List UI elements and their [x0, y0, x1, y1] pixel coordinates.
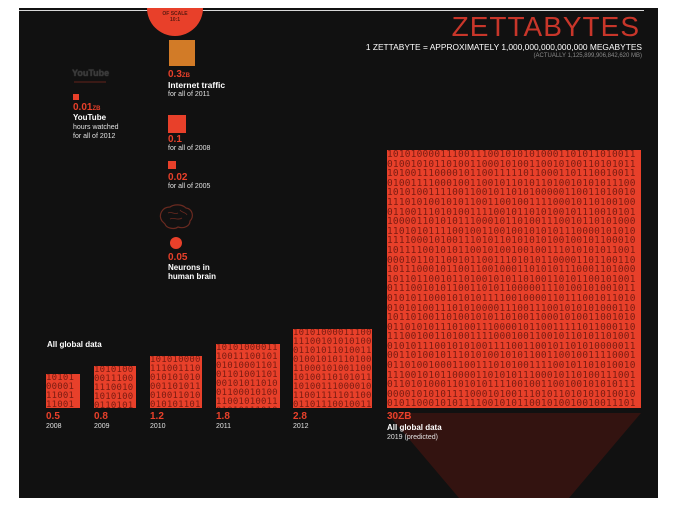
- page-subtitle: 1 ZETTABYTE = APPROXIMATELY 1,000,000,00…: [365, 42, 642, 52]
- comparison-2008-sub: for all of 2008: [168, 145, 211, 152]
- bar-category-label: 2012: [293, 423, 309, 430]
- internet-traffic-value: 0.3ZB: [168, 69, 190, 80]
- comparison-2008-square: [168, 115, 186, 133]
- youtube-logo-sub: [74, 81, 106, 83]
- bar-2012: 1010100001110011100101010100011010110100…: [293, 328, 373, 408]
- youtube-sub1: hours watched: [73, 124, 119, 131]
- youtube-sub2: for all of 2012: [73, 133, 116, 140]
- internet-traffic-sub: for all of 2011: [168, 91, 210, 98]
- bar-value-label: 0.5: [46, 411, 60, 422]
- bar-2009: 1010100001110011100101010100011010110100…: [94, 365, 137, 408]
- comparison-2008-value: 0.1: [168, 134, 182, 145]
- bar-2008: 1010100001110011100101010100011010110100…: [46, 374, 80, 408]
- neurons-label1: Neurons in: [168, 263, 210, 272]
- top-rule: [19, 10, 644, 11]
- bar-value-label: 0.8: [94, 411, 108, 422]
- scale-badge-line1: OF SCALE: [162, 11, 188, 17]
- bar-2019: 1010100001110011100101010100011010110100…: [387, 150, 641, 408]
- bar-value-label: 1.2: [150, 411, 164, 422]
- youtube-label: YouTube: [73, 113, 107, 122]
- neurons-value: 0.05: [168, 252, 188, 263]
- bar-2010: 1010100001110011100101010100011010110100…: [150, 355, 203, 408]
- internet-traffic-square: [169, 40, 195, 66]
- bar-category-label: 2010: [150, 423, 166, 430]
- bar-2011: 1010100001110011100101010100011010110100…: [216, 344, 280, 408]
- youtube-value: 0.01ZB: [73, 102, 101, 113]
- comparison-2005-value: 0.02: [168, 172, 188, 183]
- brain-icon: [159, 204, 193, 230]
- page-note: (ACTUALLY 1,125,899,906,842,620 MB): [533, 53, 642, 59]
- internet-traffic-label: Internet traffic: [168, 80, 226, 90]
- bar-category-label: 2009: [94, 423, 110, 430]
- youtube-logo: YouTube: [72, 68, 110, 78]
- comparison-2005-sub: for all of 2005: [168, 183, 211, 190]
- bar-value-label: 2.8: [293, 411, 307, 422]
- comparison-2005-square: [168, 161, 176, 169]
- projection-funnel: [387, 413, 641, 498]
- neurons-circle: [170, 237, 182, 249]
- series-label: All global data: [47, 340, 102, 349]
- bar-value-label: 1.8: [216, 411, 230, 422]
- bar-value-label: 30ZB: [387, 411, 412, 422]
- page-title: ZETTABYTES: [451, 11, 640, 42]
- infographic-panel: OF SCALE 10:1 ZETTABYTES 1 ZETTABYTE = A…: [19, 8, 658, 498]
- final-label: All global data: [387, 423, 442, 432]
- scale-badge-line2: 10:1: [169, 17, 180, 23]
- bar-category-label: 2008: [46, 423, 62, 430]
- final-sub: 2019 (predicted): [387, 434, 438, 441]
- neurons-label2: human brain: [168, 272, 217, 281]
- bar-category-label: 2011: [216, 423, 232, 430]
- youtube-square: [73, 94, 79, 100]
